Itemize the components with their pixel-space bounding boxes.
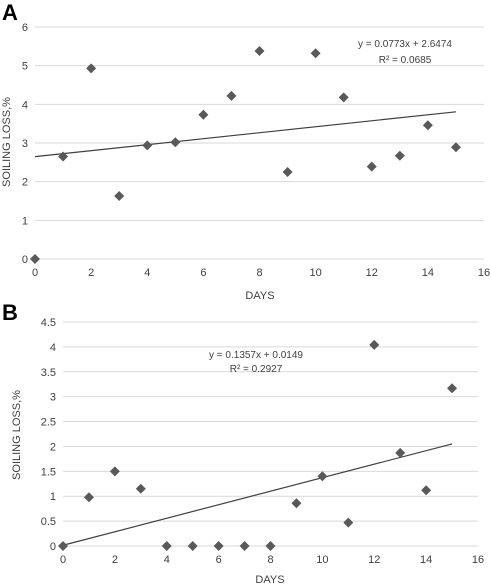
chart-a-data-point — [366, 161, 377, 172]
chart-b-gridlines — [63, 321, 478, 547]
chart-a-data-point — [30, 254, 40, 264]
chart-b-y-tick-label: 0.5 — [41, 516, 56, 528]
chart-b-data-point — [135, 483, 146, 494]
chart-b-data-point — [161, 541, 172, 551]
chart-a-x-tick-label: 2 — [88, 267, 94, 279]
chart-b-x-tick-label: 12 — [368, 554, 380, 566]
chart-b-y-axis-title: SOILING LOSS,% — [11, 390, 23, 480]
chart-a-gridlines — [35, 26, 484, 260]
chart-a-equation: y = 0.0773x + 2.6474 — [358, 39, 452, 50]
chart-b-data-point — [187, 541, 198, 551]
chart-a-data-point — [338, 92, 349, 103]
chart-b-y-tick-label: 2.5 — [41, 417, 56, 429]
chart-b-data-point — [239, 541, 250, 551]
chart-a-data-point — [114, 190, 125, 201]
chart-b-x-tick-label: 10 — [316, 554, 328, 566]
chart-a-x-tick-label: 4 — [144, 267, 150, 279]
chart-a-data-point — [142, 140, 153, 151]
chart-b-x-tick-label: 6 — [216, 554, 222, 566]
panel-b-label: B — [2, 300, 18, 325]
chart-b-trendline-group — [62, 443, 453, 546]
chart-a-trendline — [34, 111, 457, 158]
chart-a-x-tick-label: 8 — [256, 267, 262, 279]
chart-b-data-point — [58, 541, 68, 551]
chart-b-trendline — [62, 443, 453, 546]
chart-b-r-squared: R² = 0.2927 — [230, 364, 283, 375]
chart-b-data-point — [447, 383, 458, 394]
chart-a-points — [30, 45, 461, 264]
chart-b-data-point — [317, 471, 328, 482]
chart-b-x-tick-label: 0 — [60, 554, 66, 566]
panel-a-label: A — [2, 0, 18, 25]
chart-a-x-tick-label: 6 — [200, 267, 206, 279]
chart-a-data-point — [282, 167, 293, 177]
chart-b-y-ticks: 0 0.5 1 1.5 2 2.5 3 3.5 4 4.5 — [41, 317, 56, 553]
chart-a-x-axis-title: DAYS — [245, 290, 274, 302]
chart-a-data-point — [394, 150, 405, 161]
chart-b-points — [58, 339, 458, 551]
chart-a-y-tick-label: 1 — [22, 215, 28, 227]
chart-b-y-tick-label: 3.5 — [41, 367, 56, 379]
chart-a-y-tick-label: 3 — [22, 138, 28, 150]
chart-a-data-point — [254, 45, 265, 56]
chart-a-x-tick-label: 10 — [310, 267, 322, 279]
chart-b-x-tick-label: 14 — [420, 554, 432, 566]
chart-a-y-tick-label: 2 — [22, 177, 28, 189]
chart-b-data-point — [395, 447, 406, 458]
chart-b-data-point — [291, 498, 302, 509]
chart-b-data-point — [109, 466, 120, 477]
chart-b-x-ticks: 0 2 4 6 8 10 12 14 16 — [60, 554, 484, 566]
chart-b-y-tick-label: 4 — [50, 342, 56, 354]
chart-b-y-tick-label: 1.5 — [41, 466, 56, 478]
chart-a-data-point — [310, 48, 321, 59]
chart-a-y-tick-label: 0 — [22, 254, 28, 266]
chart-a-r-squared: R² = 0.0685 — [379, 55, 432, 66]
chart-b-y-tick-label: 1 — [50, 491, 56, 503]
chart-b-x-axis-title: DAYS — [255, 574, 284, 586]
chart-a-data-point — [58, 151, 69, 162]
chart-a-data-point — [422, 120, 433, 131]
chart-a-data-point — [198, 109, 209, 120]
chart-b-y-tick-label: 0 — [50, 541, 56, 553]
chart-b-x-tick-label: 2 — [112, 554, 118, 566]
chart-a-x-tick-label: 14 — [422, 267, 434, 279]
chart-a-y-tick-label: 6 — [22, 22, 28, 34]
chart-b: B 0 0.5 1 1.5 2 2.5 3 3.5 4 4.5 0 2 4 6 8 10 12 14 16 y =… — [2, 300, 484, 586]
chart-b-data-point — [83, 492, 94, 503]
chart-a-y-tick-label: 5 — [22, 61, 28, 73]
chart-b-data-point — [213, 541, 224, 551]
chart-a-y-tick-label: 4 — [22, 99, 28, 111]
chart-a-y-axis-title: SOILING LOSS,% — [1, 97, 13, 187]
chart-b-y-tick-label: 3 — [50, 392, 56, 404]
chart-a-data-point — [450, 142, 461, 153]
chart-a-x-tick-label: 12 — [366, 267, 378, 279]
chart-a-trendline-group — [34, 111, 457, 158]
chart-a-x-tick-label: 0 — [32, 267, 38, 279]
chart-a-data-point — [226, 90, 237, 101]
chart-b-data-point — [265, 541, 276, 551]
chart-a-x-ticks: 0 2 4 6 8 10 12 14 16 — [32, 267, 490, 279]
chart-b-data-point — [369, 339, 380, 350]
chart-a-y-ticks: 0 1 2 3 4 5 6 — [22, 22, 28, 266]
chart-b-x-tick-label: 16 — [472, 554, 484, 566]
chart-b-data-point — [421, 485, 432, 496]
chart-b-data-point — [343, 517, 354, 528]
chart-b-y-tick-label: 2 — [50, 441, 56, 453]
chart-b-x-tick-label: 8 — [267, 554, 273, 566]
chart-a-data-point — [170, 137, 181, 148]
chart-b-x-tick-label: 4 — [164, 554, 170, 566]
chart-a-x-tick-label: 16 — [478, 267, 490, 279]
chart-a-data-point — [86, 63, 97, 74]
chart-b-equation: y = 0.1357x + 0.0149 — [209, 350, 303, 361]
chart-b-y-tick-label: 4.5 — [41, 317, 56, 329]
